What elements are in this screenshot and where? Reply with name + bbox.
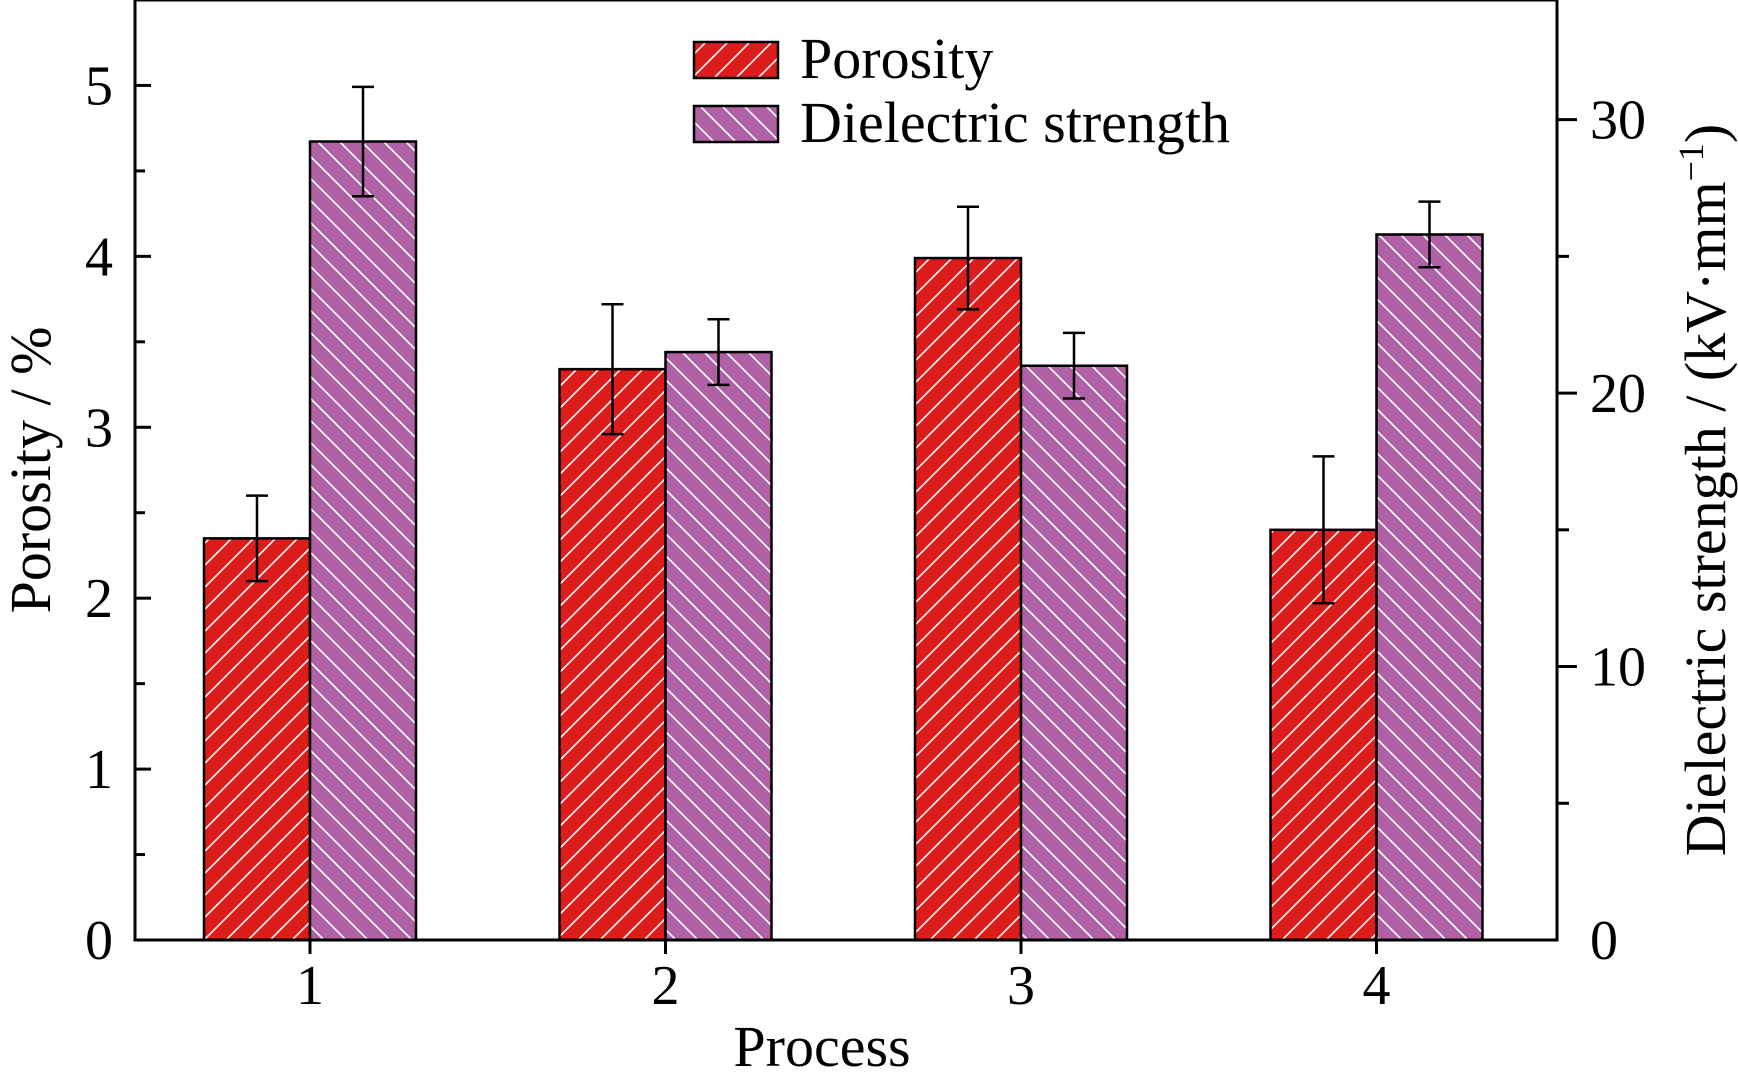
legend-swatch-porosity: [692, 40, 780, 80]
x-axis-title: Process: [733, 1014, 910, 1072]
y-axis-right-title-suffix: ): [1673, 124, 1738, 143]
legend-swatch-dielectric-strength: [692, 104, 780, 144]
bar-porosity-3: [913, 256, 1023, 942]
x-tick-label-2: 2: [652, 955, 680, 1017]
y-right-tick-label-30: 30: [1590, 90, 1646, 152]
y-left-tick-label-3: 3: [85, 397, 113, 459]
bar-dielectric-strength-3: [1019, 364, 1129, 942]
x-tick-label-1: 1: [296, 955, 324, 1017]
bar-dielectric-strength-4: [1375, 233, 1484, 942]
y-axis-left-title: Porosity / %: [0, 327, 63, 614]
legend-label-dielectric-strength: Dielectric strength: [800, 90, 1230, 155]
y-right-tick-label-0: 0: [1590, 910, 1618, 972]
y-left-tick-label-4: 4: [85, 226, 113, 288]
y-right-tick-label-10: 10: [1590, 637, 1646, 699]
y-left-tick-label-5: 5: [85, 55, 113, 117]
axes-layer: 1 2 3 4 0 1 2 3 4 5 0 10 20 30: [85, 0, 1646, 1017]
bar-porosity-1: [202, 537, 312, 942]
y-axis-right-title-main: Dielectric strength / (kV·mm: [1673, 181, 1738, 856]
bar-dielectric-strength-2: [664, 350, 773, 942]
y-left-tick-label-0: 0: [85, 910, 113, 972]
bar-dielectric-strength-1: [308, 140, 418, 942]
bar-porosity-2: [558, 367, 667, 942]
y-axis-right-title-superscript: −1: [1671, 143, 1711, 181]
y-left-tick-label-2: 2: [85, 568, 113, 630]
x-tick-label-4: 4: [1363, 955, 1391, 1017]
y-axis-right-title: Dielectric strength / (kV·mm−1): [1671, 124, 1738, 857]
x-tick-label-3: 3: [1007, 955, 1035, 1017]
legend-label-porosity: Porosity: [800, 26, 993, 91]
error-bars-layer: [246, 85, 1441, 605]
bars-layer: [202, 140, 1484, 942]
plot-frame: [133, 0, 1559, 942]
legend: Porosity Dielectric strength: [692, 26, 1230, 155]
y-right-tick-label-20: 20: [1590, 363, 1646, 425]
y-left-tick-label-1: 1: [85, 739, 113, 801]
